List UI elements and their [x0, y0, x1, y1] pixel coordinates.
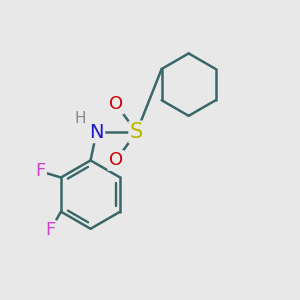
Text: O: O: [109, 95, 123, 113]
Text: F: F: [35, 162, 46, 180]
Text: O: O: [109, 152, 123, 169]
Text: H: H: [74, 111, 86, 126]
Text: F: F: [45, 221, 56, 239]
Text: S: S: [130, 122, 143, 142]
Text: N: N: [89, 123, 104, 142]
